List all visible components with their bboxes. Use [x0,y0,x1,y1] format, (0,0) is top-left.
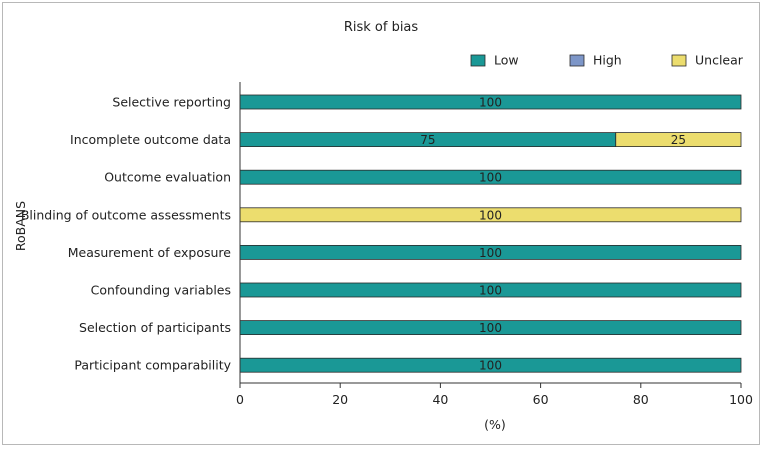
bar-value-low-measurement-of-exposure: 100 [479,246,502,260]
x-tick-label-60: 60 [533,392,549,407]
axes: 0 20 40 60 80 100 [236,82,753,407]
category-labels: Selective reporting Incomplete outcome da… [21,95,232,373]
bar-value-low-selection-of-participants: 100 [479,321,502,335]
bar-value-low-selective-reporting: 100 [479,96,502,110]
category-label-confounding-variables: Confounding variables [91,283,231,298]
category-label-incomplete-outcome-data: Incomplete outcome data [70,132,231,147]
x-tick-label-20: 20 [332,392,348,407]
category-label-selective-reporting: Selective reporting [112,95,231,110]
bar-value-low-outcome-evaluation: 100 [479,171,502,185]
bar-value-unclear-incomplete-outcome-data: 25 [671,133,686,147]
bar-value-low-confounding-variables: 100 [479,284,502,298]
category-label-outcome-evaluation: Outcome evaluation [104,170,231,185]
y-axis-label: RoBANS [13,201,28,251]
bar-unclear-incomplete-outcome-data [615,132,742,148]
bar-value-unclear-blinding-of-outcome-assessments: 100 [479,208,502,222]
chart-title: Risk of bias [344,20,419,35]
category-label-participant-comparability: Participant comparability [74,358,231,373]
bars: 100 75 25 100 100 100 100 100 100 [239,94,742,373]
figure-frame [2,2,760,445]
x-tick-label-0: 0 [236,392,244,407]
category-label-blinding-of-outcome-assessments: Blinding of outcome assessments [21,207,231,222]
category-label-selection-of-participants: Selection of participants [79,320,231,335]
legend-swatch-unclear [671,54,687,67]
category-label-measurement-of-exposure: Measurement of exposure [68,245,232,260]
bar-value-low-participant-comparability: 100 [479,359,502,373]
x-tick-label-40: 40 [432,392,448,407]
legend-label-unclear: Unclear [695,53,744,68]
x-tick-label-100: 100 [729,392,753,407]
legend-swatch-low [470,54,486,67]
legend-swatch-high [569,54,585,67]
x-tick-label-80: 80 [633,392,649,407]
x-axis-label: (%) [484,417,506,432]
legend: Low High Unclear [470,53,744,68]
bar-value-low-incomplete-outcome-data: 75 [420,133,435,147]
legend-label-high: High [593,53,622,68]
legend-label-low: Low [494,53,519,68]
